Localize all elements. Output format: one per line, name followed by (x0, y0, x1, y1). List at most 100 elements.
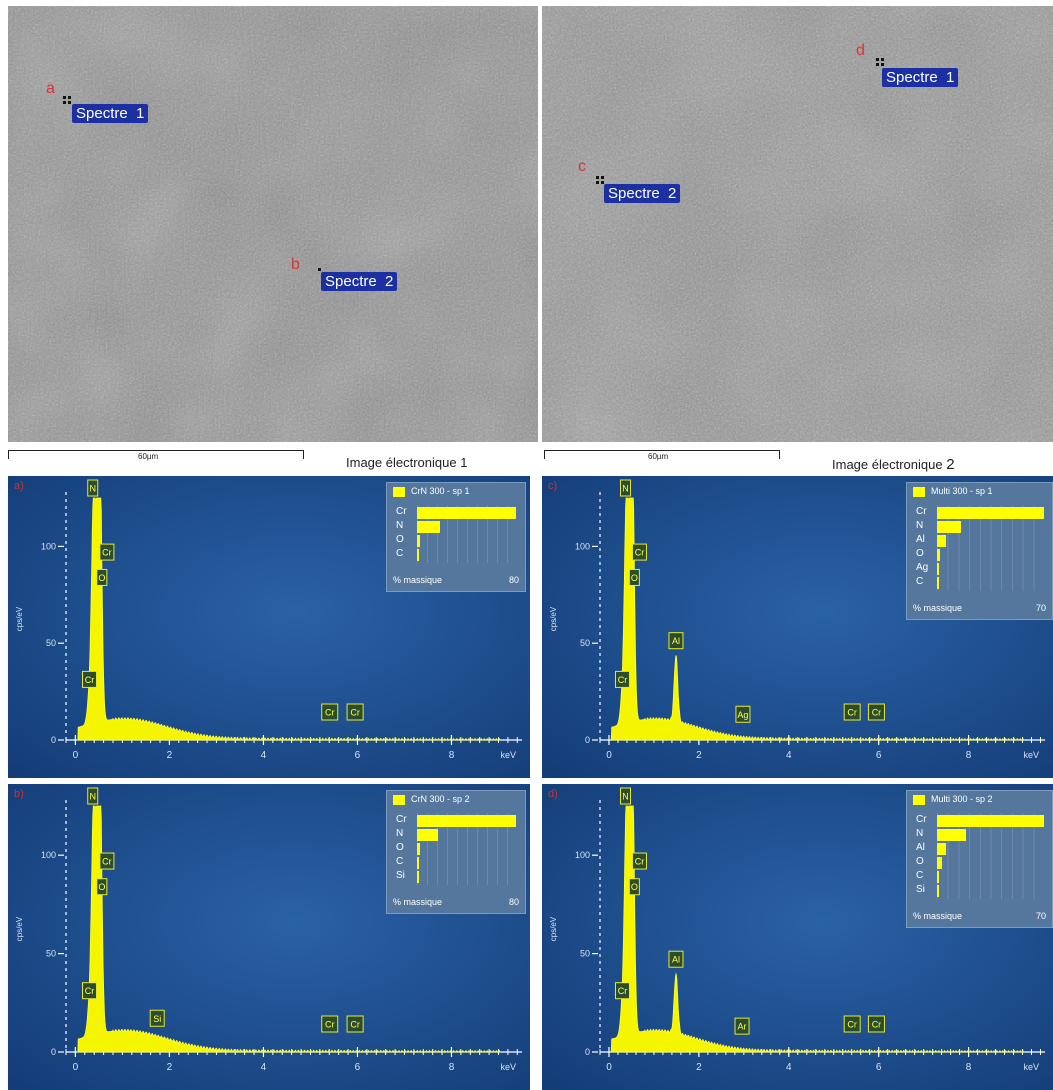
peak-label-text: Ag (737, 710, 748, 720)
spectrum-svg: 0 2 4 6 8 keV 0 50 100 cps/eV N Cr O Al Cr Ag Cr Cr (542, 476, 1053, 778)
legend-element-label: Cr (916, 814, 927, 825)
line-marker: Cr (321, 703, 339, 721)
line-marker-box (321, 703, 339, 721)
x-tick-label: 2 (696, 1062, 702, 1073)
x-tick-label: 4 (786, 1062, 792, 1073)
panel-label: c) (548, 480, 558, 492)
y-tick-label: 0 (585, 1047, 590, 1057)
peak-label-box (82, 982, 98, 1000)
legend-axis-max: 70 (1035, 911, 1046, 921)
line-marker-text: Cr (847, 708, 857, 718)
x-axis-label: keV (1023, 750, 1039, 760)
line-marker-text: Cr (872, 1020, 882, 1030)
legend: Multi 300 - sp 1 Cr N Al O Ag C % massique 70 (906, 482, 1053, 620)
y-tick-label: 100 (41, 850, 56, 860)
x-tick-label: 4 (261, 1062, 267, 1073)
x-axis-label: keV (1023, 1062, 1039, 1072)
legend-bar (937, 857, 942, 869)
peak-label: O (96, 878, 108, 896)
x-tick-label: 4 (786, 750, 792, 761)
image-caption-1: Image électronique 1 (346, 455, 467, 470)
peak-label-box (99, 543, 115, 561)
y-axis-label: cps/eV (549, 606, 558, 631)
spectrum-area (76, 497, 501, 741)
scale-bar-label: 60µm (648, 452, 669, 461)
legend-element-label: O (916, 548, 924, 559)
legend-axis-label: % massique (393, 575, 443, 585)
peak-label: Cr (82, 982, 98, 1000)
spectrum-label[interactable]: Spectre 1 (72, 104, 149, 123)
peak-label: N (87, 787, 99, 805)
x-tick-label: 6 (355, 750, 361, 761)
peak-label-text: Cr (618, 986, 628, 996)
line-marker: Cr (843, 703, 861, 721)
legend-element-label: Al (916, 534, 925, 545)
spectrum-label[interactable]: Spectre 1 (882, 68, 959, 87)
peak-label-box (99, 852, 115, 870)
legend-bar (417, 871, 419, 883)
legend-element-label: Cr (916, 506, 927, 517)
spectrum-label[interactable]: Spectre 2 (321, 272, 398, 291)
marker-letter: c (578, 158, 586, 175)
x-tick-label: 0 (606, 1062, 612, 1073)
x-tick-label: 8 (966, 750, 972, 761)
peak-label-text: N (622, 792, 629, 802)
legend-element-label: Ag (916, 562, 929, 573)
legend-element-label: C (396, 856, 404, 867)
peak-label-box (734, 1017, 750, 1035)
legend-bar (417, 815, 516, 827)
peak-label-box (628, 568, 640, 586)
sem-texture (542, 6, 1053, 442)
line-marker-box (867, 1015, 885, 1033)
peak-label-text: Al (672, 955, 680, 965)
legend: Multi 300 - sp 2 Cr N Al O C Si % massique 70 (906, 790, 1053, 928)
line-marker-text: Cr (325, 708, 335, 718)
line-marker: Cr (843, 1015, 861, 1033)
peak-label-text: Ar (738, 1022, 747, 1032)
y-tick-label: 100 (575, 541, 590, 551)
legend-bar (937, 815, 1044, 827)
image-caption-number: 1 (460, 455, 468, 470)
peak-label: Cr (631, 852, 647, 870)
panel-label: d) (548, 788, 558, 800)
peak-label: Al (668, 632, 684, 650)
legend-bar (937, 871, 939, 883)
legend-axis-label: % massique (913, 603, 963, 613)
peak-label-text: Cr (102, 548, 112, 558)
scale-bar-label: 60µm (138, 452, 159, 461)
line-marker-box (843, 703, 861, 721)
peak-label-box (82, 670, 98, 688)
scale-bar (8, 450, 304, 459)
y-axis-label: cps/eV (15, 606, 24, 631)
x-tick-label: 2 (167, 1062, 173, 1073)
peak-label-text: O (98, 573, 105, 583)
legend-swatch (913, 795, 925, 805)
peak-label: Cr (631, 543, 647, 561)
peak-label-box (87, 479, 99, 497)
image-caption-text: Image électronique (832, 457, 943, 472)
line-marker: Cr (346, 1015, 364, 1033)
peak-label-text: Cr (635, 857, 645, 867)
peak-label-box (620, 787, 632, 805)
legend: CrN 300 - sp 2 Cr N O C Si % massique 80 (386, 790, 526, 914)
y-tick-label: 0 (585, 735, 590, 745)
line-marker: Cr (867, 1015, 885, 1033)
peak-label-box (614, 982, 630, 1000)
peak-label-text: O (98, 882, 105, 892)
image-caption-2: Image électronique 2 (832, 456, 955, 473)
legend-title: Multi 300 - sp 2 (931, 794, 993, 804)
peak-label-text: N (89, 484, 96, 494)
peak-label-box (614, 670, 630, 688)
peak-label-box (620, 479, 632, 497)
peak-label: Al (668, 950, 684, 968)
legend-element-label: Si (396, 870, 405, 881)
peak-label: O (628, 568, 640, 586)
spectrum-area (609, 805, 1024, 1053)
y-tick-label: 50 (580, 949, 590, 959)
peak-label-box (96, 568, 108, 586)
legend-element-label: Cr (396, 506, 407, 517)
peak-label: Ag (735, 705, 751, 723)
marker-letter: d (856, 42, 865, 59)
x-tick-label: 6 (876, 1062, 882, 1073)
spectrum-label[interactable]: Spectre 2 (604, 184, 681, 203)
